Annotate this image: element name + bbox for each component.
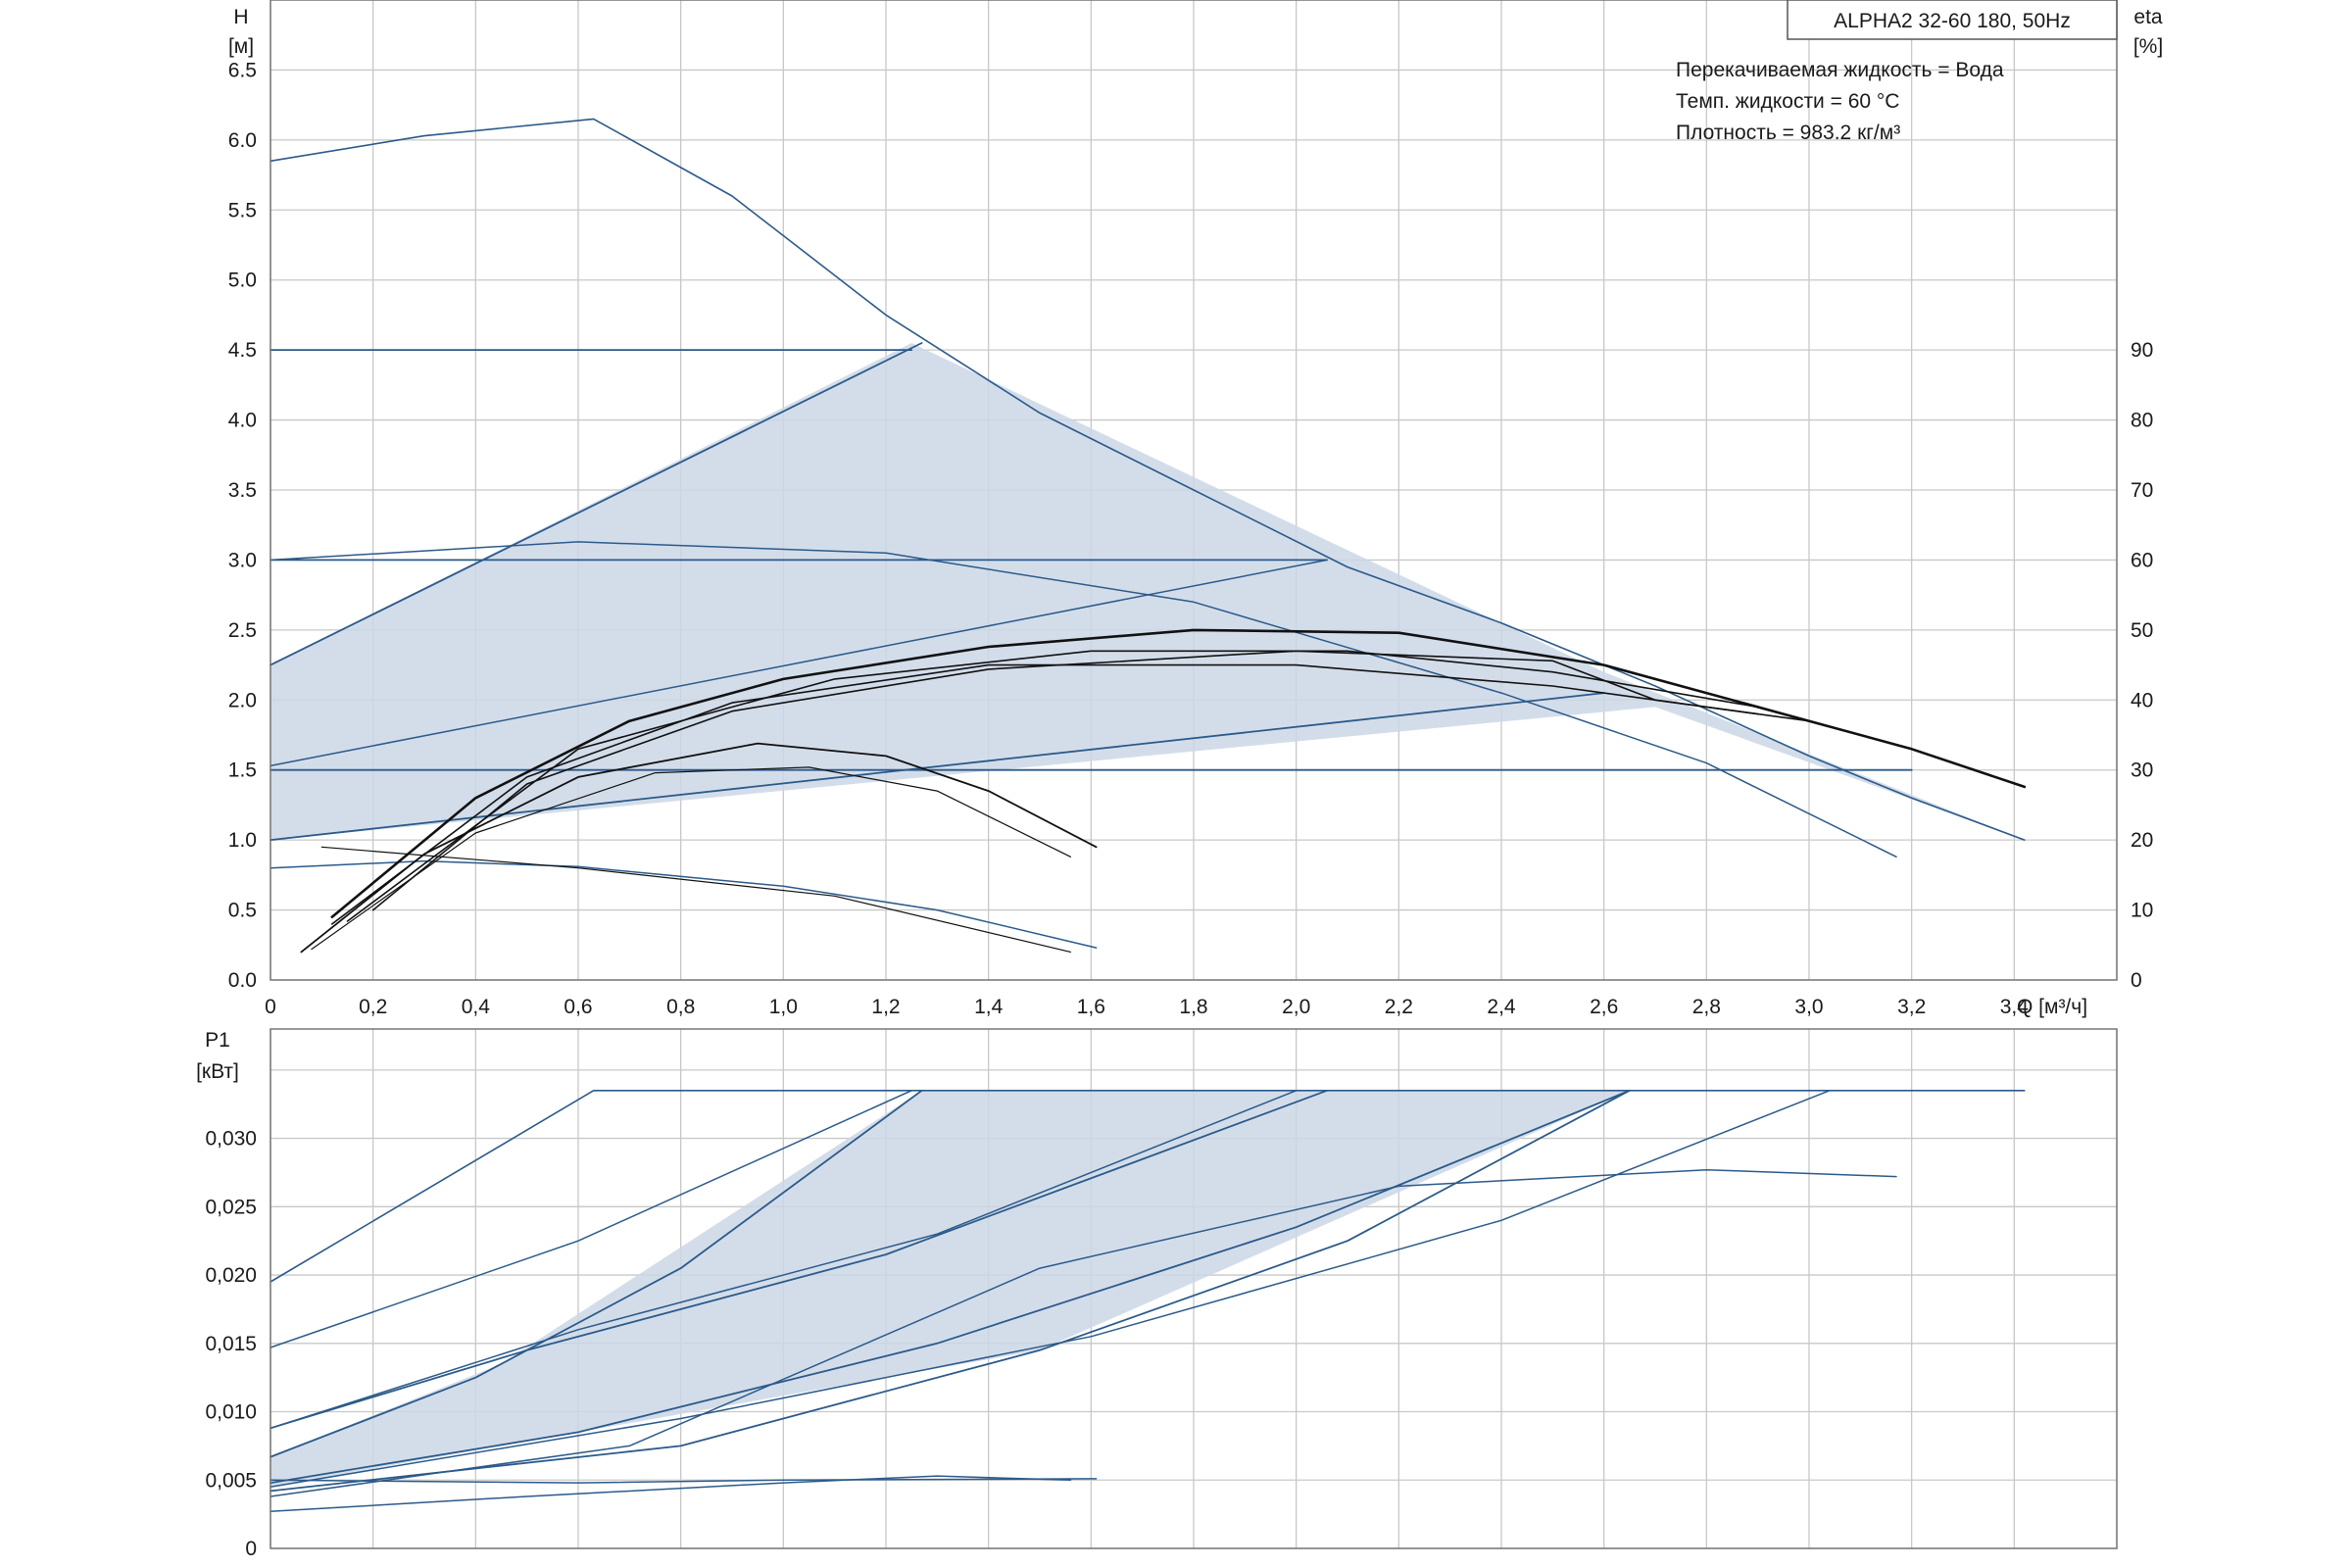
- power-tick-label: 0,015: [205, 1333, 257, 1355]
- y-axis-label: H: [233, 6, 248, 28]
- x-tick-label: 2,4: [1487, 996, 1516, 1018]
- top-plot-frame: [270, 0, 2118, 981]
- y-tick-label: 1.0: [228, 829, 257, 852]
- y-tick-label: 2.0: [228, 689, 257, 711]
- y-tick-label: 5.5: [228, 199, 257, 221]
- top-y-ticks: 0.0 0.5 1.0 1.5 2.0 2.5 3.0 3.5 4.0 4.5 5.0 5.5 6.0 6…: [228, 59, 257, 992]
- info-density: Плотность = 983.2 кг/м³: [1676, 122, 1900, 144]
- x-tick-label: 1,6: [1077, 996, 1105, 1018]
- power-tick-label: 0,030: [205, 1128, 257, 1151]
- head-curve-6: [270, 692, 1605, 841]
- y-tick-label: 5.0: [228, 270, 257, 292]
- y-tick-label: 3.5: [228, 479, 257, 502]
- head-efficiency-panel: 0 0,2 0,4 0,6 0,8 1,0 1,2 1,4 1,6 1,8 2,0 2,2 2,4 2,6…: [228, 0, 2163, 1018]
- efficiency-curve-11: [346, 650, 1759, 922]
- y2-tick-label: 50: [2131, 619, 2153, 642]
- y2-tick-label: 80: [2131, 410, 2153, 432]
- y-tick-label: 1.5: [228, 760, 257, 782]
- top-curves: [270, 118, 2027, 954]
- x-tick-label: 0,8: [666, 996, 695, 1018]
- top-y2-ticks: 0 10 20 30 40 50 60 70 80 90: [2131, 339, 2153, 992]
- x-tick-label: 2,6: [1590, 996, 1618, 1018]
- x-tick-label: 3,2: [1897, 996, 1926, 1018]
- head-curve-7: [270, 541, 1897, 858]
- power-curve-3: [270, 1089, 1328, 1430]
- y2-tick-label: 10: [2131, 900, 2153, 922]
- y-tick-label: 0.0: [228, 969, 257, 992]
- x-tick-label: 3,4: [2000, 996, 2030, 1018]
- head-curve-5: [270, 559, 1328, 767]
- power-curve-8: [270, 1168, 1897, 1497]
- x-tick-label: 0,2: [359, 996, 387, 1018]
- y-tick-label: 4.0: [228, 410, 257, 432]
- power-curve-4: [270, 1089, 1631, 1484]
- power-curve-10: [270, 1475, 1072, 1513]
- power-axis-unit: [кВт]: [196, 1060, 239, 1083]
- bottom-operating-area: [270, 1090, 1630, 1488]
- power-curve-9: [270, 1478, 1098, 1484]
- y-tick-label: 0.5: [228, 900, 257, 922]
- y2-tick-label: 20: [2131, 829, 2153, 852]
- y-tick-label: 6.5: [228, 59, 257, 81]
- power-curve-0: [270, 1090, 2026, 1283]
- power-tick-label: 0,005: [205, 1469, 257, 1492]
- y-tick-label: 3.0: [228, 549, 257, 571]
- x-tick-label: 3,0: [1794, 996, 1823, 1018]
- efficiency-curve-15: [320, 846, 1071, 953]
- bottom-operating-region: [270, 1090, 1630, 1488]
- x-tick-label: 2,8: [1692, 996, 1721, 1018]
- y2-tick-label: 60: [2131, 549, 2153, 571]
- bottom-y-ticks: 0 0,005 0,010 0,015 0,020 0,025 0,030: [205, 1128, 257, 1560]
- power-tick-label: 0,010: [205, 1401, 257, 1424]
- power-panel: 0 0,005 0,010 0,015 0,020 0,025 0,030 P1 [кВт]: [196, 1028, 2118, 1560]
- top-x-ticks: 0 0,2 0,4 0,6 0,8 1,0 1,2 1,4 1,6 1,8 2,0 2,2 2,4 2,6…: [265, 996, 2029, 1018]
- power-curve-2: [270, 1090, 912, 1348]
- bottom-plot-frame: [270, 1028, 2118, 1549]
- model-label: ALPHA2 32-60 180, 50Hz: [1834, 10, 2071, 32]
- efficiency-curve-13: [300, 742, 1098, 954]
- x-tick-label: 0,6: [564, 996, 592, 1018]
- y2-tick-label: 90: [2131, 339, 2153, 362]
- power-curve-7: [270, 1089, 1631, 1493]
- y2-axis-label: eta: [2133, 6, 2163, 28]
- x-tick-label: 1,2: [871, 996, 900, 1018]
- power-curve-5: [270, 1090, 1298, 1430]
- y2-tick-label: 0: [2131, 969, 2142, 992]
- top-operating-region: [270, 343, 2025, 841]
- x-tick-label: 1,8: [1179, 996, 1207, 1018]
- info-fluid: Перекачиваемая жидкость = Вода: [1676, 59, 2004, 81]
- head-curve-4: [270, 342, 923, 666]
- top-operating-area: [270, 343, 2025, 841]
- power-curve-1: [270, 1089, 923, 1458]
- x-tick-label: 0: [265, 996, 276, 1018]
- x-tick-label: 2,0: [1282, 996, 1310, 1018]
- bottom-curves: [270, 1089, 2026, 1513]
- y-tick-label: 6.0: [228, 129, 257, 152]
- y2-axis-unit: [%]: [2133, 35, 2163, 58]
- y2-tick-label: 30: [2131, 760, 2153, 782]
- efficiency-curve-12: [371, 650, 1759, 911]
- power-tick-label: 0,020: [205, 1264, 257, 1287]
- power-tick-label: 0: [245, 1538, 257, 1560]
- model-box: [1787, 0, 2118, 40]
- x-axis-label: Q [м³/ч]: [2017, 996, 2087, 1018]
- y2-tick-label: 40: [2131, 689, 2153, 711]
- info-temperature: Темп. жидкости = 60 °C: [1676, 90, 1899, 113]
- efficiency-curve-14: [311, 766, 1071, 951]
- x-tick-label: 1,0: [769, 996, 798, 1018]
- y-tick-label: 2.5: [228, 619, 257, 642]
- x-tick-label: 2,2: [1385, 996, 1413, 1018]
- head-curve-0: [270, 118, 2026, 841]
- y-tick-label: 4.5: [228, 339, 257, 362]
- x-tick-label: 0,4: [462, 996, 491, 1018]
- power-curve-6: [270, 1090, 1831, 1488]
- y2-tick-label: 70: [2131, 479, 2153, 502]
- efficiency-curve-9: [330, 628, 2027, 918]
- power-tick-label: 0,025: [205, 1196, 257, 1218]
- x-tick-label: 1,4: [974, 996, 1004, 1018]
- power-axis-label: P1: [205, 1029, 230, 1052]
- y-axis-unit: [м]: [228, 35, 254, 58]
